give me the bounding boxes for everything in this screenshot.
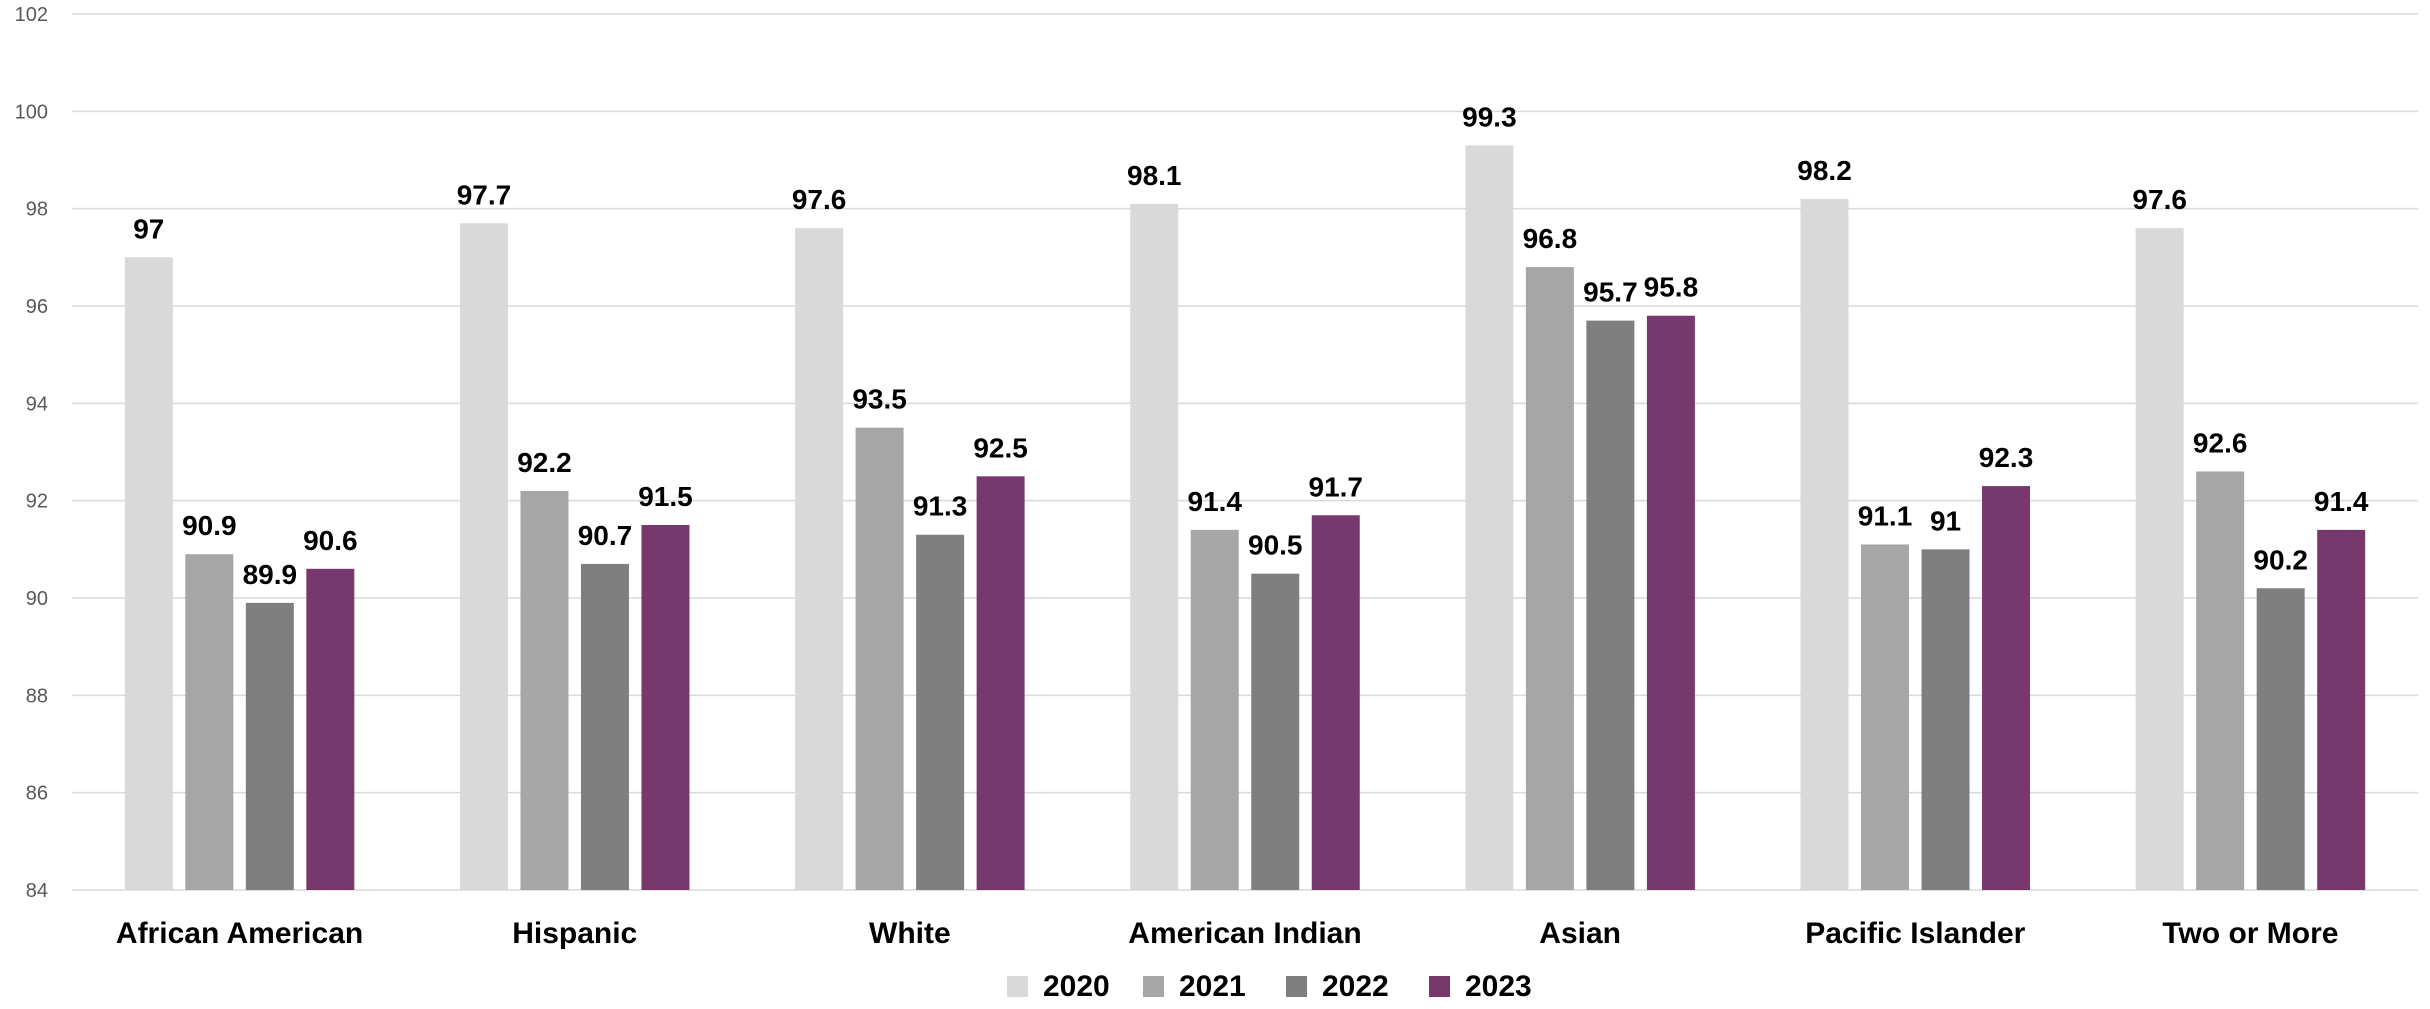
data-label: 92.6: [2193, 427, 2248, 458]
data-label: 89.9: [243, 559, 298, 590]
data-label: 98.2: [1797, 155, 1852, 186]
y-tick-label: 88: [26, 685, 48, 707]
bar-2020-0: [124, 257, 173, 890]
legend-swatch-2021: [1143, 976, 1164, 997]
bar-2022-4: [1586, 320, 1635, 891]
data-label: 97.6: [2132, 184, 2187, 215]
y-tick-label: 90: [26, 588, 48, 610]
bar-2021-5: [1861, 544, 1910, 890]
bar-2020-1: [459, 223, 508, 890]
legend-swatch-2023: [1429, 976, 1450, 997]
data-label: 91.1: [1858, 500, 1913, 531]
x-tick-label: American Indian: [1128, 917, 1361, 950]
axis-labels: 84 86 88 90 92 94 96 98 100 102 African American Hi…: [15, 4, 2339, 950]
data-label: 95.8: [1644, 272, 1699, 303]
data-label: 90.2: [2253, 544, 2308, 575]
data-label: 98.1: [1127, 160, 1182, 191]
bar-2021-4: [1525, 267, 1574, 891]
data-label: 97.7: [457, 179, 512, 210]
bar-2022-0: [245, 602, 294, 890]
bar-2023-4: [1646, 315, 1695, 890]
legend: 2020 2021 2022 2023: [1007, 970, 1532, 1003]
data-label: 91.5: [638, 481, 693, 512]
y-tick-label: 96: [26, 296, 48, 318]
bar-2023-2: [976, 476, 1025, 890]
bar-2021-0: [185, 554, 234, 890]
legend-label: 2022: [1322, 970, 1389, 1003]
bar-2021-6: [2196, 471, 2245, 890]
data-label: 91: [1930, 505, 1961, 536]
data-label: 90.7: [578, 520, 633, 551]
bar-2020-3: [1130, 203, 1179, 891]
legend-label: 2020: [1043, 970, 1110, 1003]
bar-2023-1: [641, 525, 690, 890]
bar-2022-3: [1251, 573, 1300, 890]
data-label: 99.3: [1462, 101, 1517, 132]
bar-2021-3: [1190, 529, 1239, 890]
bar-2021-1: [520, 490, 569, 890]
data-label: 96.8: [1523, 223, 1578, 254]
data-label: 92.2: [517, 447, 572, 478]
data-label: 91.3: [913, 491, 968, 522]
y-tick-label: 86: [26, 783, 48, 805]
bars: [124, 145, 2366, 891]
bar-2020-5: [1800, 198, 1849, 890]
data-label: 93.5: [852, 384, 907, 415]
x-tick-label: Two or More: [2162, 917, 2338, 950]
data-label: 92.3: [1979, 442, 2034, 473]
x-tick-label: Hispanic: [512, 917, 637, 950]
bar-2020-2: [795, 228, 844, 891]
data-label: 90.9: [182, 510, 237, 541]
data-label: 91.4: [2314, 486, 2369, 517]
bar-2023-3: [1311, 515, 1360, 890]
data-label: 97: [133, 213, 164, 244]
data-label: 91.7: [1309, 471, 1364, 502]
bar-2022-6: [2256, 588, 2305, 890]
bar-2022-2: [916, 534, 965, 890]
y-tick-label: 98: [26, 199, 48, 221]
bar-2023-0: [306, 568, 355, 890]
x-tick-label: White: [869, 917, 951, 950]
y-tick-label: 100: [15, 101, 48, 123]
data-label: 92.5: [973, 432, 1028, 463]
bar-2020-6: [2135, 228, 2184, 891]
data-label: 90.5: [1248, 530, 1303, 561]
data-label: 91.4: [1188, 486, 1243, 517]
bar-2023-5: [1982, 486, 2031, 890]
y-tick-label: 84: [26, 880, 48, 902]
legend-label: 2021: [1179, 970, 1246, 1003]
x-tick-label: Pacific Islander: [1805, 917, 2025, 950]
data-label: 90.6: [303, 525, 358, 556]
legend-swatch-2022: [1286, 976, 1307, 997]
data-labels: 97 90.989.990.6 97.7 92.2 90.791.5 97.6 93.5 91…: [133, 101, 2369, 589]
bar-2022-1: [580, 563, 629, 890]
y-tick-label: 92: [26, 491, 48, 513]
y-tick-label: 94: [26, 393, 48, 415]
legend-label: 2023: [1465, 970, 1532, 1003]
data-label: 97.6: [792, 184, 847, 215]
x-tick-label: African American: [116, 917, 363, 950]
bar-2021-2: [855, 427, 904, 890]
legend-swatch-2020: [1007, 976, 1028, 997]
y-tick-label: 102: [15, 4, 48, 26]
bar-2022-5: [1921, 549, 1970, 890]
x-tick-label: Asian: [1539, 917, 1621, 950]
data-label: 95.7: [1583, 277, 1638, 308]
bar-2020-4: [1465, 145, 1514, 890]
gridlines: [72, 13, 2418, 891]
bar-2023-6: [2317, 529, 2366, 890]
